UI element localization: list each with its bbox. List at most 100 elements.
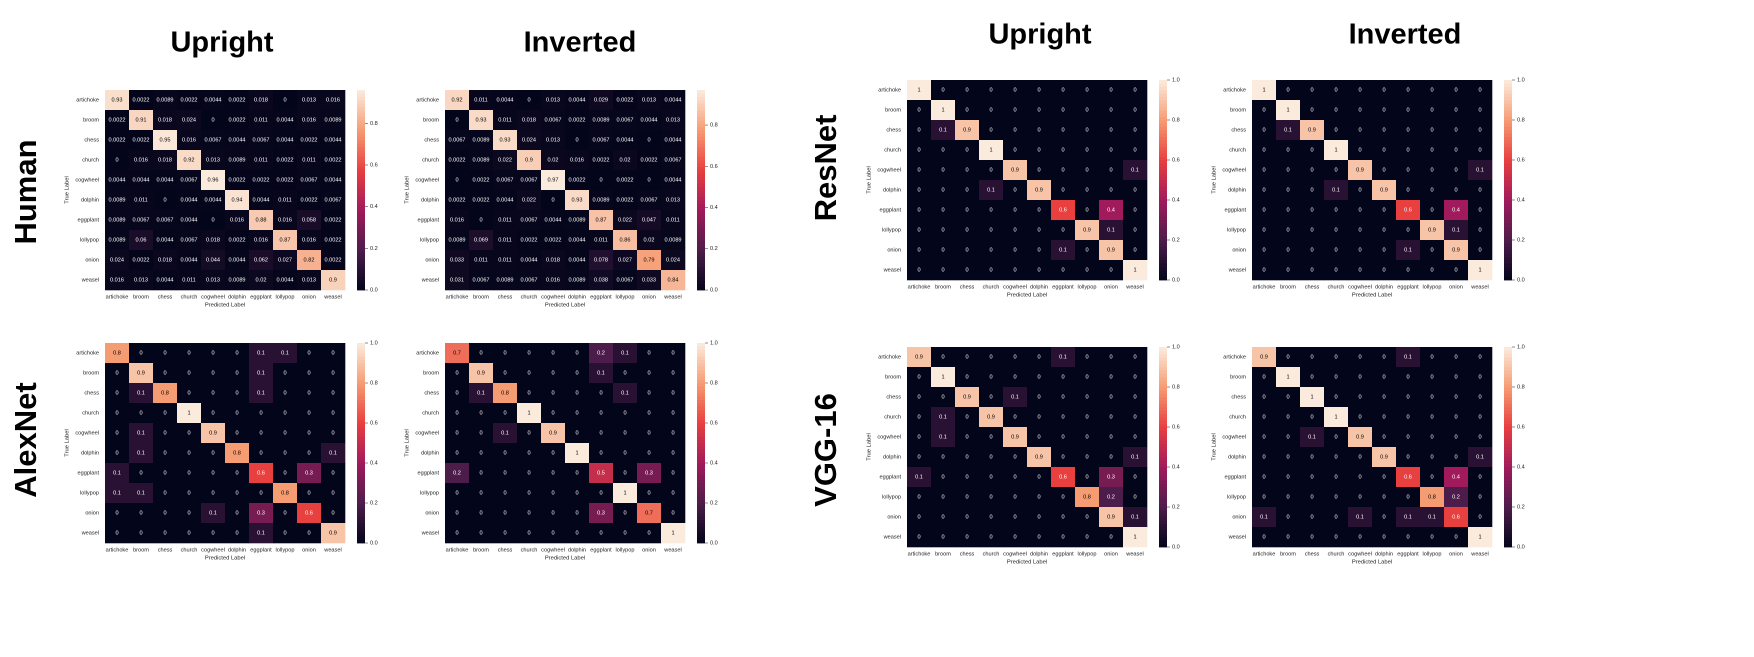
colorbar-strip <box>357 359 365 364</box>
cell-label: 0.0067 <box>520 217 537 223</box>
cell <box>321 210 346 231</box>
cell <box>1075 80 1100 101</box>
cell-label: 0.022 <box>618 217 632 223</box>
colorbar-strip <box>697 476 705 481</box>
cell-label: 0.9 <box>1107 514 1115 520</box>
cell <box>1075 387 1100 408</box>
cell <box>1099 160 1124 181</box>
x-tick-label: dolphin <box>228 294 246 300</box>
cell-label: 0 <box>331 390 334 396</box>
y-tick-label: eggplant <box>880 474 902 480</box>
cell-label: 0 <box>989 514 992 520</box>
colorbar-strip <box>1504 387 1512 391</box>
colorbar-strip <box>1504 417 1512 421</box>
cell-label: 0 <box>1286 147 1289 153</box>
y-tick-label: broom <box>1230 107 1246 113</box>
cell <box>225 363 250 384</box>
cell-label: 0 <box>235 410 238 416</box>
cell-label: 0 <box>1358 394 1361 400</box>
x-tick-label: cogwheel <box>1348 284 1372 290</box>
colorbar-strip <box>1159 437 1167 441</box>
cell-label: 0 <box>1334 394 1337 400</box>
colorbar-strip <box>697 196 705 201</box>
cell-label: 0.0089 <box>156 97 173 103</box>
cell <box>249 170 274 191</box>
cell <box>907 200 932 221</box>
y-tick-label: dolphin <box>421 197 439 203</box>
colorbar-strip <box>357 433 365 437</box>
cell-label: 0.0022 <box>252 177 269 183</box>
cell-label: 0 <box>1430 454 1433 460</box>
cell-label: 0.078 <box>594 257 608 263</box>
cell <box>249 90 274 111</box>
cell <box>1396 347 1421 368</box>
cell <box>1372 160 1397 181</box>
cell <box>153 150 178 171</box>
colorbar-strip <box>697 93 705 98</box>
cell-label: 0.011 <box>498 257 512 263</box>
cell <box>541 170 566 191</box>
cell <box>931 160 956 181</box>
cell-label: 0 <box>623 510 626 516</box>
cell <box>1372 347 1397 368</box>
cell-label: 0.0067 <box>664 157 681 163</box>
colorbar-strip <box>1504 250 1512 254</box>
x-tick-label: church <box>983 551 1000 557</box>
x-tick-label: artichoke <box>106 294 129 300</box>
colorbar-strip <box>697 356 705 361</box>
colorbar-strip <box>1159 186 1167 191</box>
cell-label: 0.1 <box>281 350 289 356</box>
cell-label: 0 <box>1406 394 1409 400</box>
cell-label: 0 <box>283 450 286 456</box>
cell <box>1324 387 1349 408</box>
cell <box>321 463 346 484</box>
cell <box>1276 467 1301 488</box>
colorbar-strip <box>697 523 705 527</box>
cell <box>1300 200 1325 221</box>
cell <box>321 363 346 384</box>
y-tick-label: chess <box>424 390 439 396</box>
colorbar-strip <box>1159 453 1167 458</box>
colorbar-strip <box>697 343 705 347</box>
cell <box>1396 80 1421 101</box>
cell-label: 0 <box>647 350 650 356</box>
cell-label: 0 <box>211 530 214 536</box>
cell-label: 0 <box>1430 147 1433 153</box>
cell-label: 0.013 <box>302 97 316 103</box>
cell-label: 0 <box>1286 187 1289 193</box>
colorbar-strip <box>697 283 705 288</box>
cell <box>1324 240 1349 261</box>
cell-label: 0.018 <box>158 257 172 263</box>
colorbar-strip <box>357 190 365 194</box>
cell <box>1075 140 1100 161</box>
cell <box>1300 140 1325 161</box>
cell <box>517 250 542 271</box>
cell <box>1003 347 1028 368</box>
cell <box>225 503 250 524</box>
colorbar-strip <box>1159 163 1167 168</box>
colorbar-strip <box>1504 537 1512 541</box>
colorbar-strip <box>357 93 365 98</box>
cell <box>541 230 566 251</box>
colorbar-tick-label: 0.2 <box>1517 237 1525 243</box>
cell <box>129 363 154 384</box>
cell-label: 0 <box>989 267 992 273</box>
colorbar-strip <box>1504 266 1512 271</box>
colorbar-strip <box>1504 500 1512 505</box>
colorbar-strip <box>1159 380 1167 385</box>
cell-label: 1 <box>989 147 992 153</box>
colorbar-strip <box>1159 226 1167 231</box>
cell <box>445 363 470 384</box>
cell-label: 0 <box>647 370 650 376</box>
cell-label: 0.9 <box>329 530 337 536</box>
colorbar-strip <box>1159 206 1167 211</box>
cell <box>1324 527 1349 548</box>
cell-label: 0 <box>1109 187 1112 193</box>
cell <box>105 270 130 291</box>
cell <box>1348 260 1373 281</box>
cell <box>225 270 250 291</box>
cell <box>177 363 202 384</box>
cell <box>907 140 932 161</box>
x-tick-label: church <box>983 284 1000 290</box>
cell-label: 0 <box>1478 514 1481 520</box>
